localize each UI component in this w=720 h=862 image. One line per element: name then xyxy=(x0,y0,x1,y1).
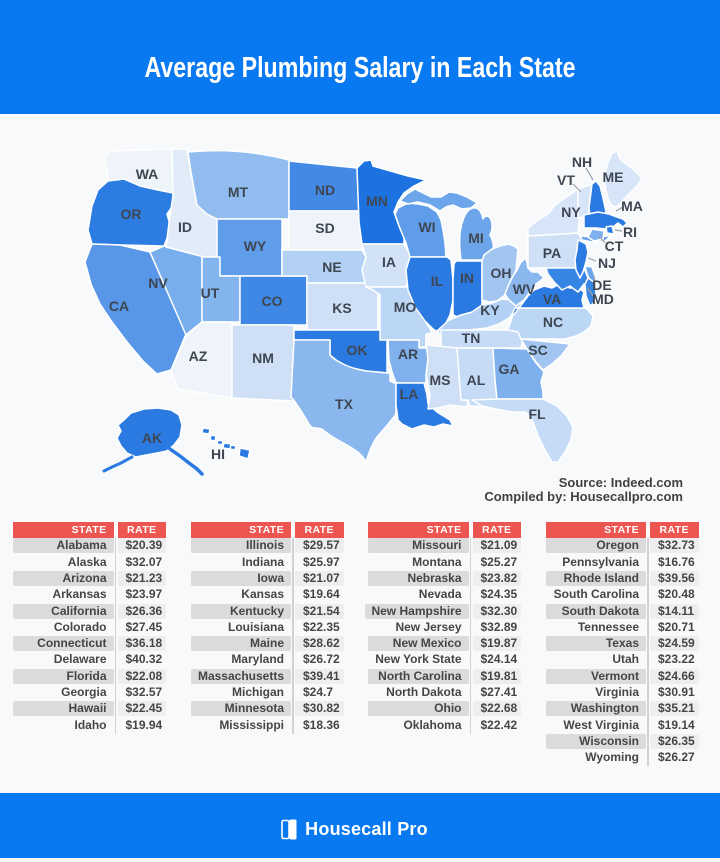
svg-text:NV: NV xyxy=(148,275,168,291)
svg-text:CT: CT xyxy=(605,238,624,254)
svg-text:IL: IL xyxy=(431,273,444,289)
svg-text:NH: NH xyxy=(572,154,592,170)
svg-text:VA: VA xyxy=(543,291,561,307)
svg-text:OH: OH xyxy=(491,265,512,281)
svg-text:GA: GA xyxy=(499,361,520,377)
svg-text:TN: TN xyxy=(462,330,481,346)
svg-text:MD: MD xyxy=(592,291,614,307)
svg-text:MS: MS xyxy=(430,372,451,388)
svg-text:RI: RI xyxy=(623,224,637,240)
svg-text:SC: SC xyxy=(528,342,547,358)
svg-text:AZ: AZ xyxy=(189,348,208,364)
svg-text:NC: NC xyxy=(543,314,563,330)
svg-text:HI: HI xyxy=(211,446,225,462)
svg-text:DE: DE xyxy=(592,277,611,293)
svg-text:SD: SD xyxy=(315,220,334,236)
svg-text:MT: MT xyxy=(228,184,249,200)
svg-text:ND: ND xyxy=(315,182,335,198)
svg-text:WY: WY xyxy=(244,238,267,254)
svg-text:AK: AK xyxy=(142,430,162,446)
svg-text:FL: FL xyxy=(528,406,546,422)
svg-text:UT: UT xyxy=(201,285,220,301)
svg-text:WI: WI xyxy=(418,219,435,235)
svg-text:WA: WA xyxy=(136,166,159,182)
svg-text:AR: AR xyxy=(398,346,418,362)
svg-text:WV: WV xyxy=(513,281,536,297)
svg-text:ID: ID xyxy=(178,219,192,235)
svg-text:CO: CO xyxy=(262,293,283,309)
svg-text:KS: KS xyxy=(332,300,351,316)
svg-text:LA: LA xyxy=(400,386,419,402)
svg-text:VT: VT xyxy=(557,172,575,188)
svg-text:KY: KY xyxy=(480,302,500,318)
svg-text:PA: PA xyxy=(543,245,561,261)
svg-text:MA: MA xyxy=(621,198,643,214)
svg-text:TX: TX xyxy=(335,396,354,412)
svg-text:NM: NM xyxy=(252,350,274,366)
svg-text:ME: ME xyxy=(603,169,624,185)
svg-text:AL: AL xyxy=(467,372,486,388)
svg-text:NY: NY xyxy=(561,204,581,220)
svg-text:NE: NE xyxy=(322,259,341,275)
svg-text:IN: IN xyxy=(460,270,474,286)
svg-text:MO: MO xyxy=(394,299,417,315)
svg-text:MI: MI xyxy=(468,230,484,246)
svg-text:MN: MN xyxy=(366,193,388,209)
svg-text:OR: OR xyxy=(121,206,142,222)
svg-text:OK: OK xyxy=(347,342,368,358)
svg-text:IA: IA xyxy=(382,254,396,270)
svg-text:CA: CA xyxy=(109,298,129,314)
svg-text:NJ: NJ xyxy=(598,255,616,271)
